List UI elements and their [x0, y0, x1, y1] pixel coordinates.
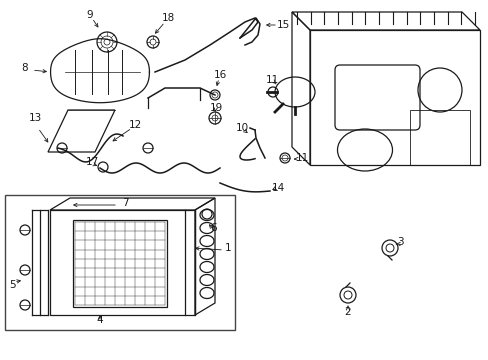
Text: 17: 17 — [85, 157, 99, 167]
Text: 16: 16 — [213, 70, 226, 80]
Bar — [409, 110, 469, 165]
Bar — [5, 195, 235, 330]
Text: 15: 15 — [276, 20, 289, 30]
Text: 5: 5 — [9, 280, 15, 290]
Text: 6: 6 — [210, 223, 217, 233]
Text: 1: 1 — [224, 243, 231, 253]
Text: 7: 7 — [122, 198, 128, 208]
Text: 11: 11 — [265, 75, 278, 85]
Bar — [73, 220, 167, 307]
Text: 2: 2 — [344, 307, 350, 317]
Text: 4: 4 — [97, 315, 103, 325]
Text: 14: 14 — [271, 183, 284, 193]
Text: 13: 13 — [28, 113, 41, 123]
Text: 8: 8 — [21, 63, 28, 73]
Text: 9: 9 — [86, 10, 93, 20]
Text: 10: 10 — [235, 123, 248, 133]
Text: 18: 18 — [161, 13, 174, 23]
Text: 11: 11 — [295, 153, 308, 163]
Text: 12: 12 — [128, 120, 142, 130]
Text: 3: 3 — [396, 237, 403, 247]
Text: 19: 19 — [209, 103, 222, 113]
